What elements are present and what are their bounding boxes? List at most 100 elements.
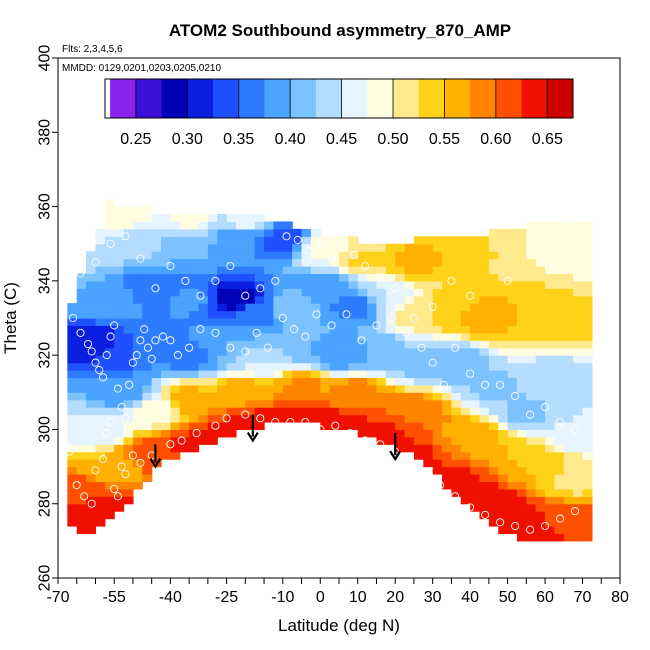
heat-cell (516, 503, 527, 512)
heat-cell (132, 266, 143, 275)
heat-cell (470, 414, 481, 423)
colorbar-tick-label: 0.55 (429, 131, 460, 148)
observation-point (466, 503, 475, 512)
heat-cell (385, 280, 396, 289)
heat-cell (292, 318, 303, 327)
heat-cell (151, 295, 162, 304)
heat-cell (526, 310, 537, 319)
heat-cell (479, 325, 490, 334)
heat-cell (292, 266, 303, 275)
heat-cell (292, 332, 303, 341)
heat-cell (535, 303, 546, 312)
heat-cell (404, 370, 415, 379)
heat-cell (563, 251, 574, 260)
heat-cell (273, 407, 284, 416)
heat-cell (460, 370, 471, 379)
heat-cell (292, 362, 303, 371)
heat-cell (488, 392, 499, 401)
heat-cell (442, 459, 452, 468)
heat-cell (460, 295, 471, 304)
heat-cell (573, 488, 584, 497)
observation-point (526, 410, 535, 419)
heat-cell (132, 399, 143, 408)
heat-cell (123, 444, 134, 453)
heat-cell (132, 295, 143, 304)
heat-cell (339, 384, 349, 393)
heat-cell (526, 392, 537, 401)
heat-cell (488, 355, 499, 364)
heat-cell (385, 288, 396, 297)
heat-cell (376, 332, 387, 341)
y-tick-label: 380 (37, 119, 54, 146)
heat-cell (320, 251, 331, 260)
heat-cell (423, 347, 434, 356)
heat-cell (488, 236, 499, 245)
heat-cell (179, 243, 190, 252)
heat-cell (432, 355, 443, 364)
heat-cell (395, 251, 406, 260)
heat-cell (582, 273, 593, 282)
heat-cell (554, 221, 565, 230)
heat-cell (516, 303, 527, 312)
heat-cell (301, 303, 312, 312)
heat-cell (516, 377, 527, 386)
heat-cell (329, 310, 340, 319)
heat-cell (376, 258, 387, 267)
heat-cell (198, 258, 209, 267)
heat-cell (339, 355, 349, 364)
heat-cell (376, 399, 387, 408)
heat-cell (161, 251, 171, 260)
heat-cell (367, 340, 378, 349)
heat-cell (254, 377, 265, 386)
colorbar-frame (104, 78, 574, 119)
heat-cell (479, 280, 490, 289)
heat-cell (442, 236, 452, 245)
heat-cell (535, 221, 546, 230)
heat-cell (67, 347, 78, 356)
heat-cell (86, 310, 97, 319)
heat-cell (554, 459, 565, 468)
observation-point (76, 269, 85, 278)
heat-cell (451, 481, 462, 490)
heat-cell (376, 362, 387, 371)
heat-cell (488, 407, 499, 416)
heat-cell (123, 318, 134, 327)
heat-cell (554, 318, 565, 327)
heat-cell (479, 236, 490, 245)
heat-cell (451, 407, 462, 416)
heat-cell (273, 310, 284, 319)
heat-cell (479, 266, 490, 275)
heat-cell (104, 221, 115, 230)
observation-point (556, 417, 565, 427)
heat-cell (554, 310, 565, 319)
heat-cell (273, 414, 284, 423)
heat-cell (535, 362, 546, 371)
heat-cell (516, 407, 527, 416)
heat-cell (254, 347, 265, 356)
colorbar-swatch (161, 79, 188, 118)
heat-cell (170, 355, 181, 364)
heat-cell (104, 399, 115, 408)
heat-cell (292, 236, 303, 245)
heat-cell (161, 288, 171, 297)
heat-cell (301, 258, 312, 267)
heat-cell (516, 414, 527, 423)
heat-cell (254, 399, 265, 408)
heat-cell (395, 303, 406, 312)
dates-note: MMDD: 0129,0201,0203,0205,0210 (62, 63, 221, 74)
heat-cell (488, 332, 499, 341)
heat-cell (310, 340, 321, 349)
heat-cell (170, 392, 181, 401)
heat-cell (76, 318, 87, 327)
heat-cell (488, 295, 499, 304)
heat-cell (95, 451, 106, 460)
heat-cell (432, 451, 443, 460)
heat-cell (554, 474, 565, 483)
heat-cell (310, 318, 321, 327)
heat-cell (451, 459, 462, 468)
heat-cell (235, 347, 246, 356)
heat-cell (498, 310, 509, 319)
heat-cell (479, 399, 490, 408)
observation-point (376, 273, 385, 282)
heat-cell (554, 526, 565, 535)
